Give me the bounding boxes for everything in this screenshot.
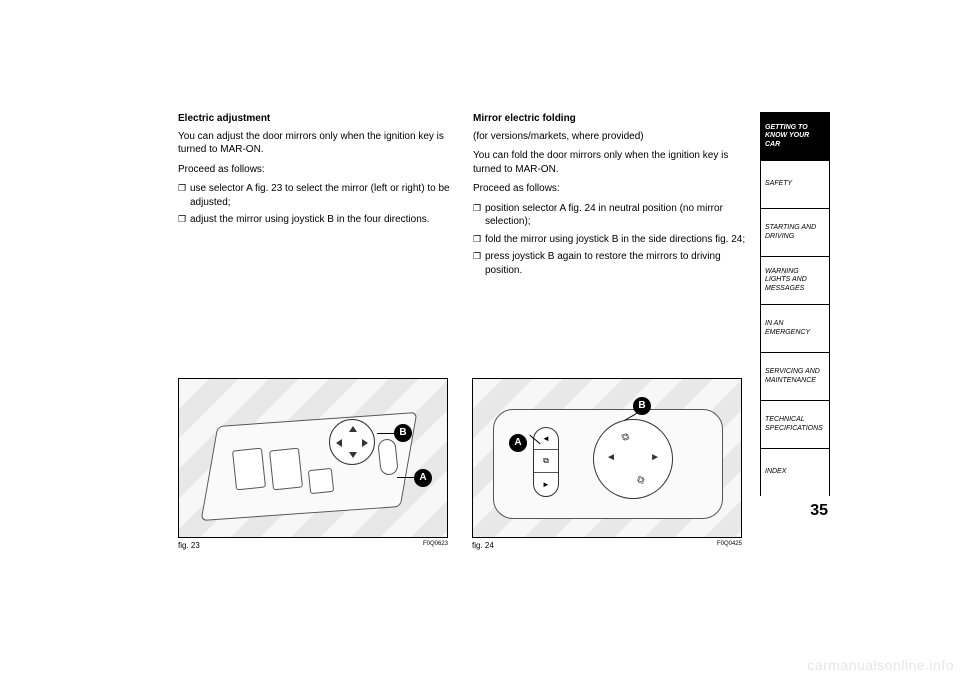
left-p1: You can adjust the door mirrors only whe…	[178, 130, 453, 157]
sidebar-tab-safety[interactable]: SAFETY	[760, 160, 830, 208]
sidebar-tab-tech-specs[interactable]: TECHNICAL SPECIFICATIONS	[760, 400, 830, 448]
fig23-label-b: B	[394, 424, 412, 442]
figure-24-image: ◄ ► ⧉ ⧉ ◄ ⧉ ► B A	[472, 378, 742, 538]
sidebar-tab-getting-to-know[interactable]: GETTING TO KNOW YOUR CAR	[760, 112, 830, 160]
right-bullet-2: fold the mirror using joystick B in the …	[473, 233, 748, 247]
sidebar-tab-starting-driving[interactable]: STARTING AND DRIVING	[760, 208, 830, 256]
page-number: 35	[760, 502, 830, 520]
right-p1: You can fold the door mirrors only when …	[473, 149, 748, 176]
right-heading: Mirror electric folding	[473, 112, 748, 126]
body-columns: Electric adjustment You can adjust the d…	[178, 112, 748, 281]
figure-24: ◄ ► ⧉ ⧉ ◄ ⧉ ► B A fig. 24 F0Q0425	[472, 378, 742, 550]
left-column: Electric adjustment You can adjust the d…	[178, 112, 453, 281]
section-sidebar: GETTING TO KNOW YOUR CAR SAFETY STARTING…	[760, 112, 830, 520]
sidebar-tab-servicing[interactable]: SERVICING AND MAINTENANCE	[760, 352, 830, 400]
figure-23: B A fig. 23 F0Q0623	[178, 378, 448, 550]
left-bullet-2: adjust the mirror using joystick B in th…	[178, 213, 453, 227]
right-p2: Proceed as follows:	[473, 182, 748, 196]
left-bullet-1: use selector A fig. 23 to select the mir…	[178, 182, 453, 209]
fig24-label-a: A	[509, 434, 527, 452]
right-bullet-1: position selector A fig. 24 in neutral p…	[473, 202, 748, 229]
left-heading: Electric adjustment	[178, 112, 453, 126]
fig23-id: F0Q0623	[423, 541, 448, 550]
fig23-caption-text: fig. 23	[178, 541, 200, 550]
fig23-label-a: A	[414, 469, 432, 487]
left-p2: Proceed as follows:	[178, 163, 453, 177]
right-column: Mirror electric folding (for versions/ma…	[473, 112, 748, 281]
manual-page: Electric adjustment You can adjust the d…	[0, 0, 960, 679]
sidebar-tab-emergency[interactable]: IN AN EMERGENCY	[760, 304, 830, 352]
fig24-id: F0Q0425	[717, 541, 742, 550]
figure-23-image: B A	[178, 378, 448, 538]
right-bullet-3: press joystick B again to restore the mi…	[473, 250, 748, 277]
right-subnote: (for versions/markets, where provided)	[473, 130, 748, 144]
fig24-label-b: B	[633, 397, 651, 415]
fig24-caption-text: fig. 24	[472, 541, 494, 550]
sidebar-tab-warning-lights[interactable]: WARNING LIGHTS AND MESSAGES	[760, 256, 830, 304]
figure-23-caption: fig. 23 F0Q0623	[178, 541, 448, 550]
sidebar-tab-index[interactable]: INDEX	[760, 448, 830, 496]
watermark: carmanualsonline.info	[807, 657, 954, 673]
figure-24-caption: fig. 24 F0Q0425	[472, 541, 742, 550]
